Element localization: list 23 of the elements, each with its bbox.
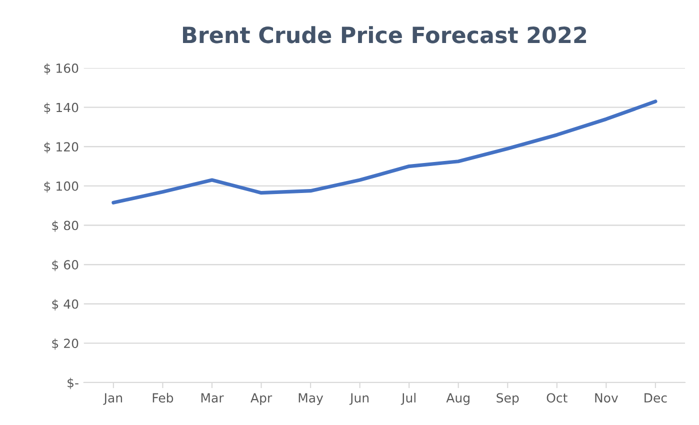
y-tick-label: $ 140 — [44, 102, 78, 114]
line-series — [112, 100, 658, 204]
y-tick-label: $ 20 — [52, 338, 78, 350]
y-tick-label: $ 120 — [44, 142, 78, 154]
x-tick-label: Mar — [201, 393, 224, 403]
x-tick-label: Apr — [250, 393, 272, 406]
x-tick-label: Jul — [400, 392, 416, 405]
x-tick-label: Aug — [446, 393, 470, 406]
x-tick-label: Oct — [546, 393, 568, 403]
y-tick-label: $ 40 — [52, 299, 78, 310]
y-tick-label: $ 100 — [44, 181, 78, 193]
x-tick-label: Jun — [349, 393, 369, 405]
x-tick-label: Jan — [103, 393, 122, 405]
chart-title: Brent Crude Price Forecast 2022 — [183, 26, 586, 44]
x-tick-label: Feb — [152, 392, 174, 403]
x-tick-label: Sep — [496, 393, 519, 406]
x-tick-label: Nov — [595, 393, 618, 403]
y-tick-label: $ 60 — [52, 260, 78, 272]
x-tick-label: Dec — [644, 393, 667, 403]
x-tick-label: May — [298, 393, 324, 406]
y-tick-label: $ 80 — [52, 220, 78, 232]
y-tick-label: $ 160 — [44, 63, 78, 75]
y-tick-label: $- — [68, 378, 78, 390]
